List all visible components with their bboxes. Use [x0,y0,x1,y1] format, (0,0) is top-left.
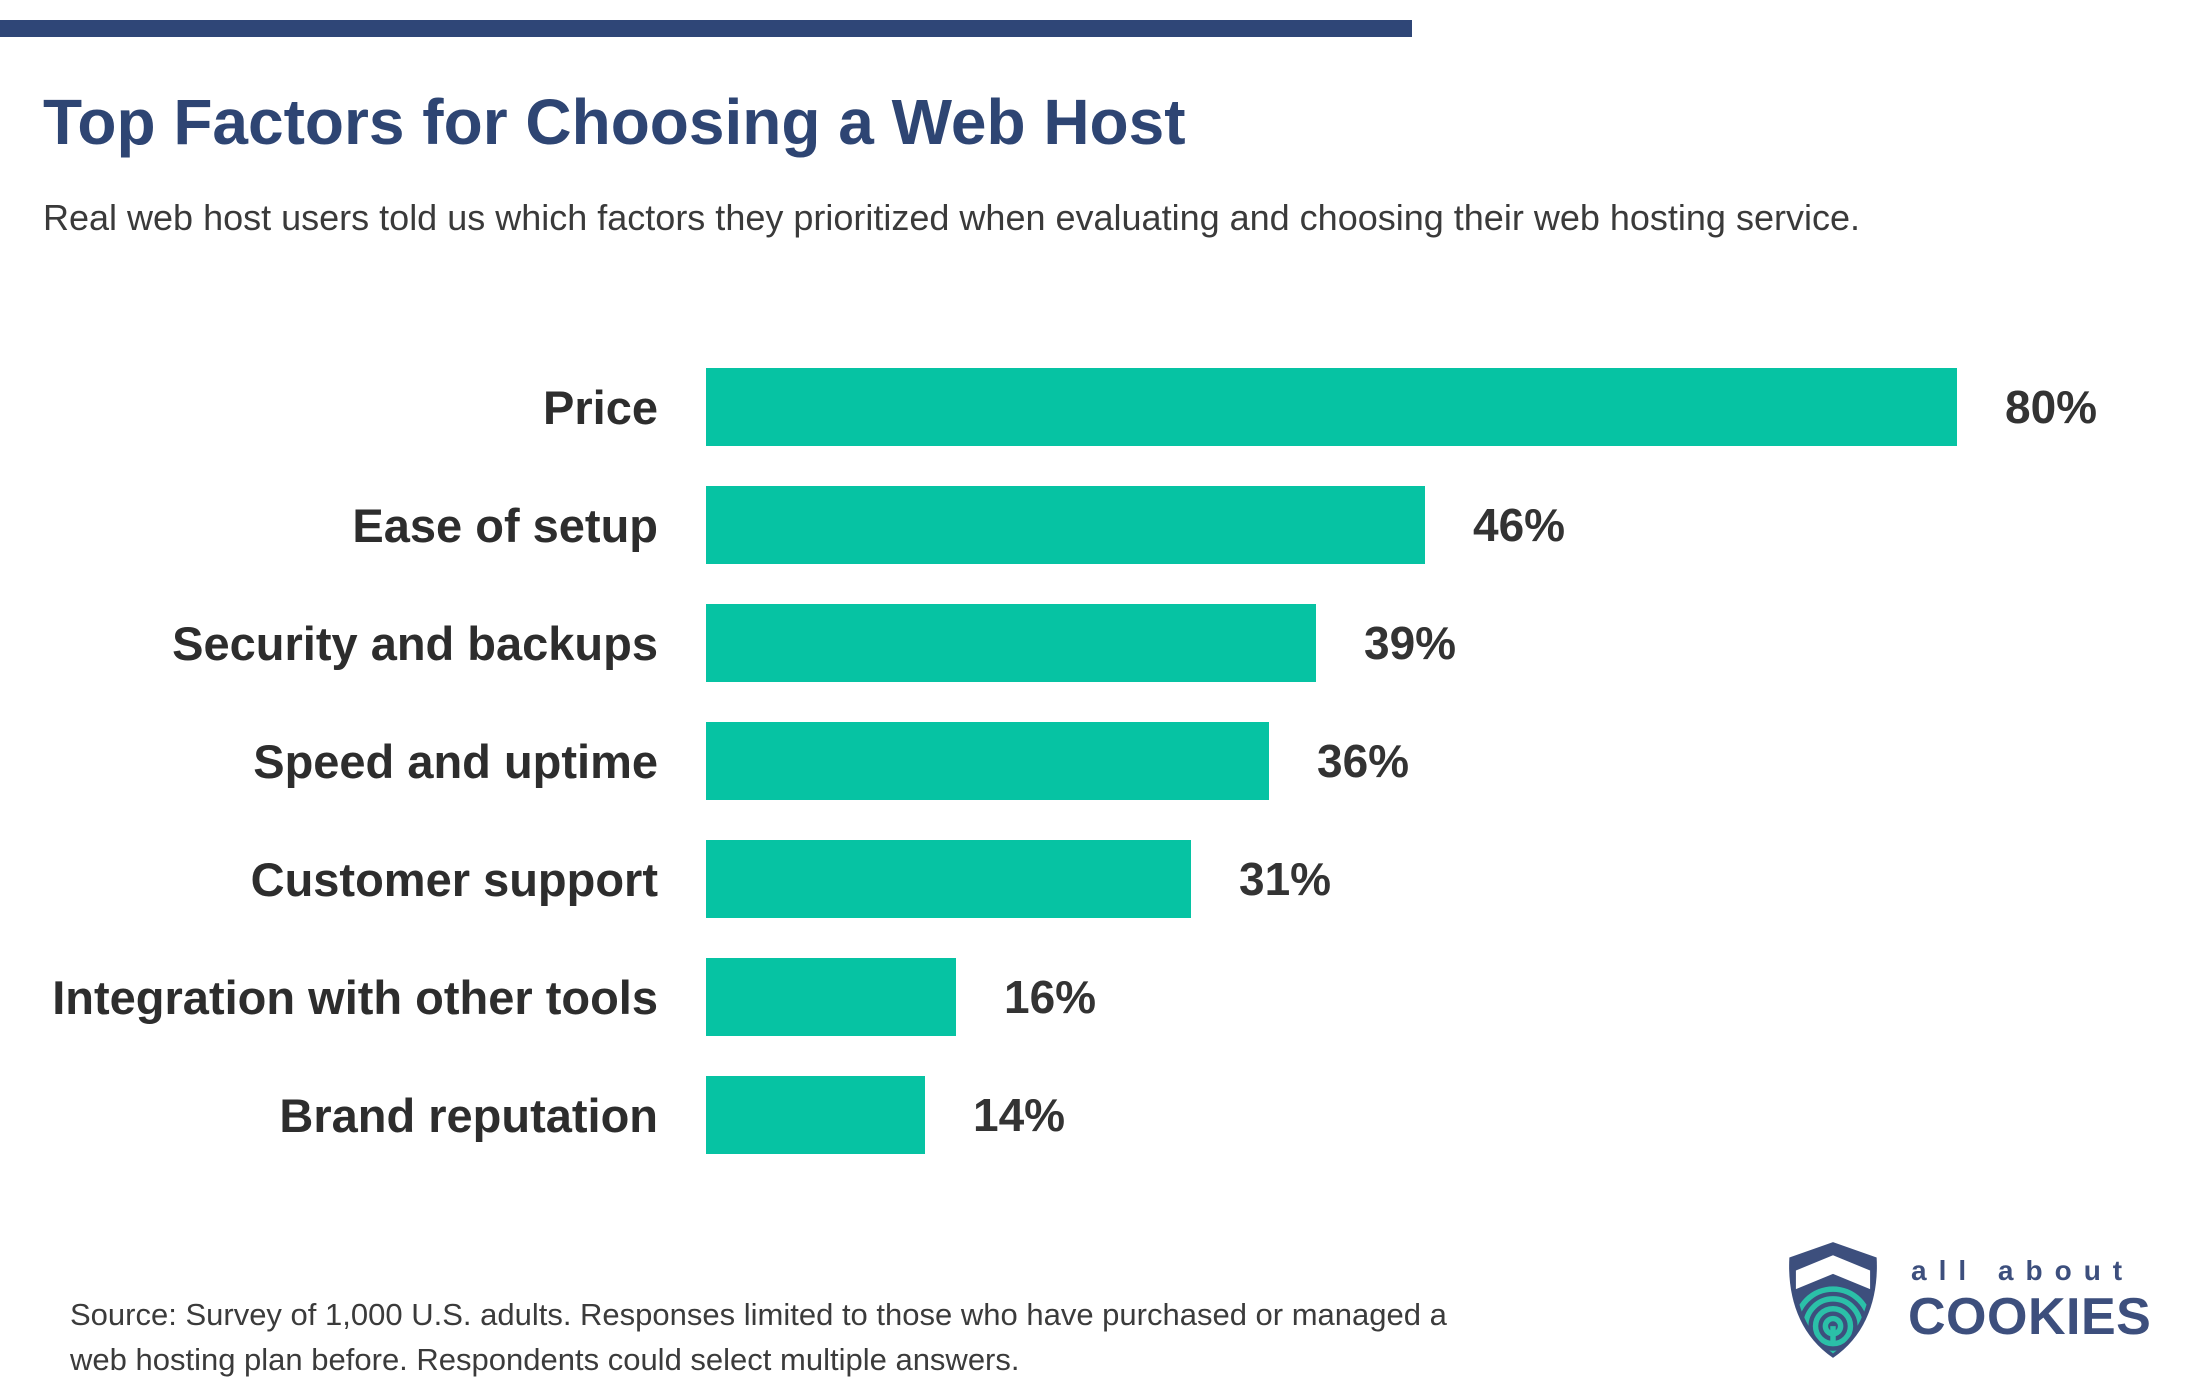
source-note: Source: Survey of 1,000 U.S. adults. Res… [70,1297,1447,1377]
chart-row: Ease of setup 46% [0,486,2187,564]
bar [706,722,1269,800]
chart-row: Customer support 31% [0,840,2187,918]
value-label: 80% [2005,381,2098,433]
brand-wordmark: all about COOKIES [1908,1255,2152,1346]
brand-text-small: all about [1911,1255,2135,1286]
chart-row: Speed and uptime 36% [0,722,2187,800]
row-label: Brand reputation [279,1088,658,1142]
bar [706,486,1425,564]
chart-row: Security and backups 39% [0,604,2187,682]
bar [706,840,1191,918]
brand-logo: all about COOKIES [1772,1240,2151,1360]
value-label: 16% [1004,971,1097,1023]
chart-row: Integration with other tools 16% [0,958,2187,1036]
chart-row: Price 80% [0,368,2187,446]
bar [706,958,956,1036]
row-label: Speed and uptime [253,734,658,788]
chart-row: Brand reputation 14% [0,1076,2187,1154]
bar [706,604,1316,682]
value-label: 31% [1239,853,1332,905]
value-label: 39% [1364,617,1457,669]
bar-chart: Price 80% Ease of setup 46% Security and bac… [0,368,2187,1194]
value-label: 36% [1317,735,1410,787]
row-label: Security and backups [172,616,658,670]
brand-text-large: COOKIES [1908,1288,2152,1346]
top-accent-bar [0,20,1412,37]
row-label: Customer support [250,852,658,906]
page-title: Top Factors for Choosing a Web Host [43,85,1186,158]
value-label: 14% [973,1089,1066,1141]
value-label: 46% [1473,499,1566,551]
row-label: Ease of setup [352,498,658,552]
shield-fingerprint-icon [1772,1240,1894,1360]
bar [706,1076,925,1154]
row-label: Price [543,380,658,434]
chart-subtitle: Real web host users told us which factor… [43,197,1860,238]
row-label: Integration with other tools [52,970,658,1024]
bar [706,368,1957,446]
